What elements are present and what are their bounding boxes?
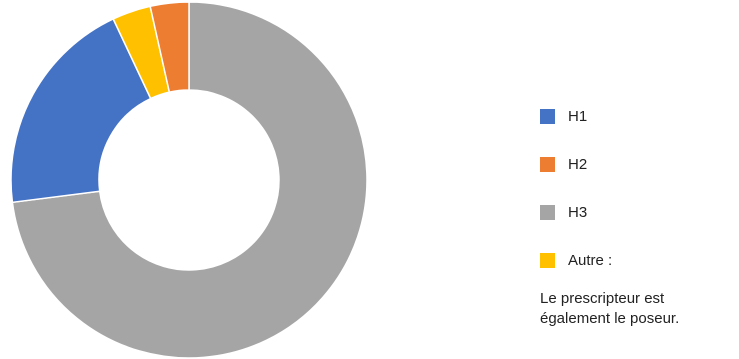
legend-swatch-autre [540,252,555,268]
legend-item-h2: H2 [540,152,735,176]
donut-slices [10,1,368,359]
legend-swatch-h2 [540,156,555,172]
legend-swatch-h1 [540,108,555,124]
legend-label-autre: Autre : [568,251,613,269]
legend-label-h2: H2 [568,155,588,173]
legend-item-h1: H1 [540,104,735,128]
legend-item-autre: Autre : [540,248,735,272]
legend-label-h1: H1 [568,107,588,125]
legend-label-h3: H3 [568,203,588,221]
slice-h1 [10,17,152,204]
legend-item-h3: H3 [540,200,735,224]
legend-swatch-h3 [540,204,555,220]
legend-note: Le prescripteur est également le poseur. [540,290,680,327]
slice-h2 [149,1,190,94]
slice-h3 [11,1,368,359]
chart-legend: H1 H2 H3 Autre : Le prescripteur est éga… [540,104,735,329]
